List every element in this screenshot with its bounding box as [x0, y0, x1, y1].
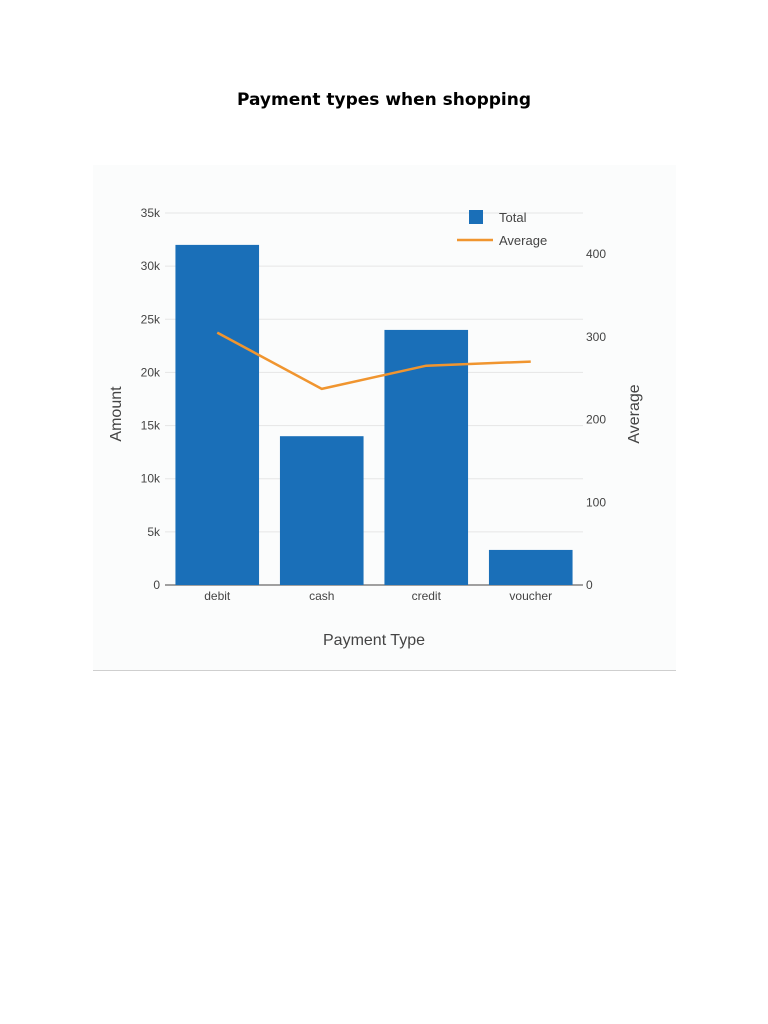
chart-container: 0 5k 10k 15k 20k 25k 30k 35k 0 100 200 300 400 debit c…	[93, 165, 676, 671]
bar-credit	[384, 329, 469, 585]
y2-tick-label: 0	[586, 578, 593, 592]
bar-debit	[175, 244, 260, 585]
bar-cash	[279, 436, 364, 585]
x-tick-label: debit	[204, 589, 231, 603]
y-tick-label: 10k	[141, 472, 161, 486]
legend-total-label: Total	[499, 210, 527, 225]
bar-voucher	[488, 549, 573, 585]
x-tick-label: cash	[309, 589, 334, 603]
average-line	[216, 331, 531, 391]
y-tick-label: 35k	[141, 206, 161, 220]
y-tick-label: 25k	[141, 312, 161, 326]
legend-total-swatch	[469, 210, 483, 224]
y2-tick-label: 400	[586, 247, 606, 261]
y2-tick-label: 300	[586, 330, 606, 344]
axis-layer: 0 5k 10k 15k 20k 25k 30k 35k 0 100 200 300 400 debit c…	[108, 206, 643, 649]
y2-axis-label: Average	[626, 384, 643, 443]
y-tick-label: 15k	[141, 419, 161, 433]
y-tick-label: 20k	[141, 365, 161, 379]
chart-svg: 0 5k 10k 15k 20k 25k 30k 35k 0 100 200 300 400 debit c…	[108, 206, 643, 649]
y-tick-label: 30k	[141, 259, 161, 273]
line-layer	[216, 331, 531, 391]
bars-layer	[175, 244, 573, 585]
y-tick-label: 5k	[147, 525, 161, 539]
x-axis-label: Payment Type	[323, 632, 425, 649]
y-axis-label: Amount	[108, 386, 125, 442]
x-tick-label: voucher	[509, 589, 552, 603]
legend-average-label: Average	[499, 233, 547, 248]
y-tick-label: 0	[153, 578, 160, 592]
x-tick-label: credit	[412, 589, 442, 603]
legend: Total Average	[457, 210, 547, 248]
y2-tick-label: 100	[586, 495, 606, 509]
page-title: Payment types when shopping	[236, 90, 532, 110]
y2-tick-label: 200	[586, 413, 606, 427]
